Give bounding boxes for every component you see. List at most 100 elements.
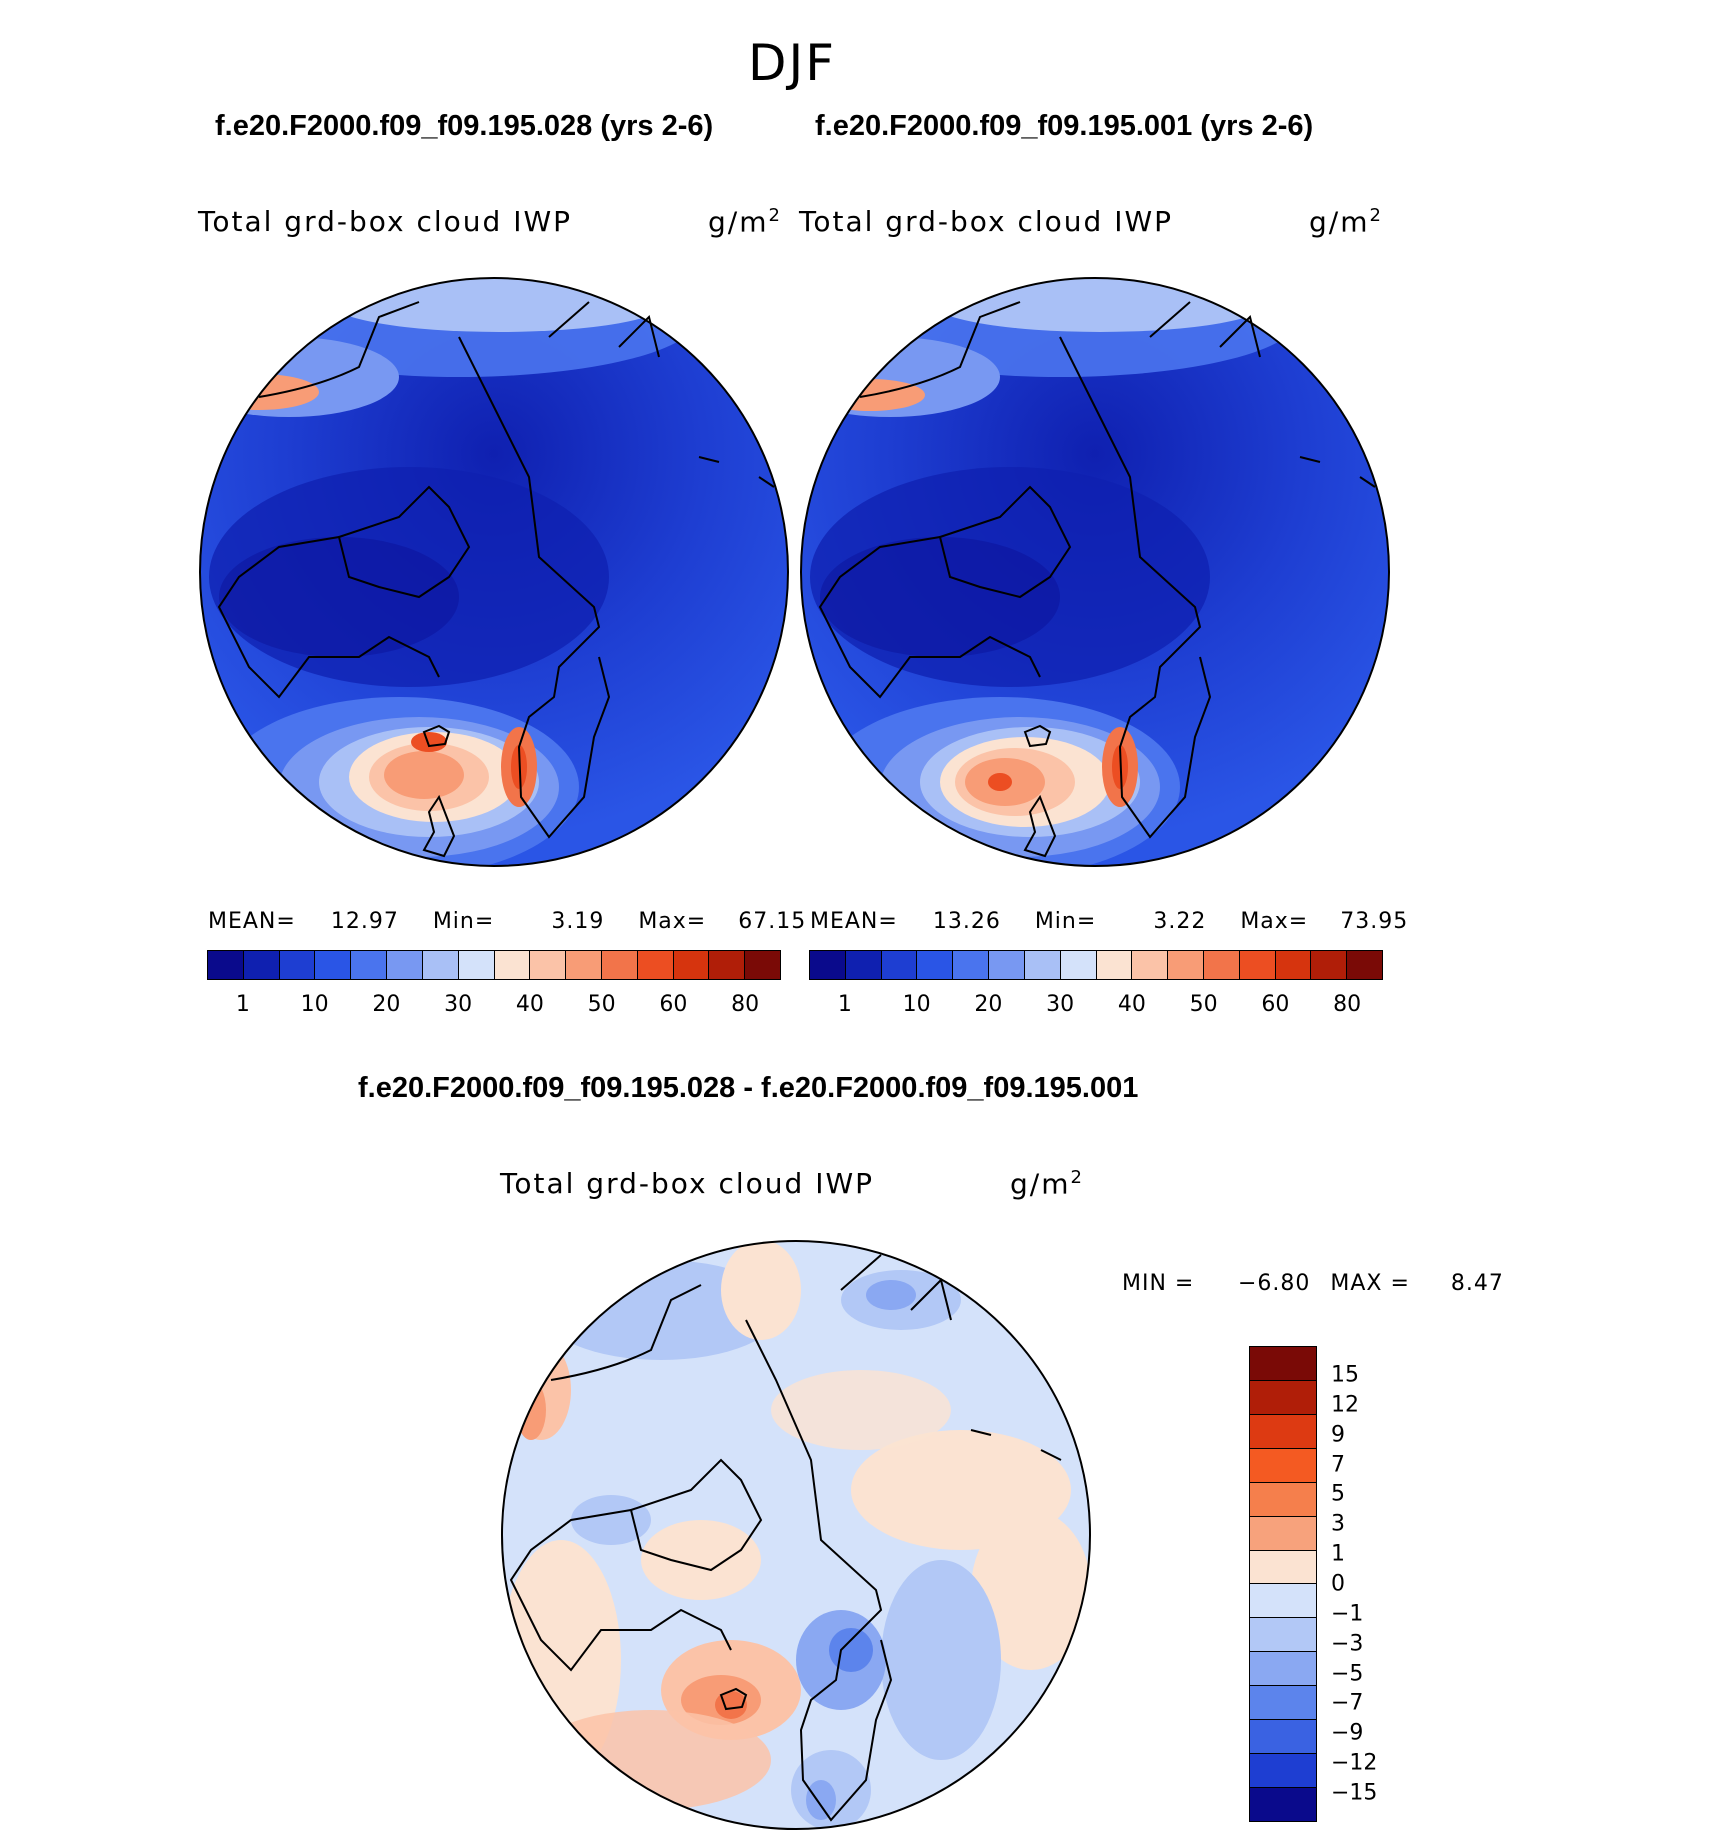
- diff-colorbar-box-1: [1250, 1380, 1316, 1415]
- left-colorbar-box-0: [208, 951, 244, 979]
- right-mean-value: 13.26: [932, 909, 1001, 934]
- left-colorbar-tick-label: 20: [372, 992, 401, 1017]
- right-colorbar-box-1: [845, 951, 882, 979]
- right-colorbar-tick-label: 80: [1333, 992, 1362, 1017]
- left-colorbar-tick-label: 80: [731, 992, 760, 1017]
- diff-colorbar-tick-label: 9: [1331, 1422, 1345, 1448]
- difference-polar-map: [501, 1240, 1091, 1830]
- left-max-label: Max=: [638, 909, 707, 934]
- right-colorbar-box-6: [1024, 951, 1061, 979]
- diff-min-value: −6.80: [1237, 1271, 1311, 1296]
- right-colorbar-box-3: [917, 951, 954, 979]
- diff-max-label: MAX =: [1330, 1271, 1410, 1296]
- left-polar-map: [199, 277, 789, 867]
- difference-title: f.e20.F2000.f09_f09.195.028 - f.e20.F200…: [358, 1072, 1139, 1104]
- diff-colorbar-tick-label: 15: [1331, 1362, 1359, 1388]
- left-stats: MEAN= 12.97 Min= 3.19 Max= 67.15: [208, 909, 806, 934]
- diff-colorbar-box-2: [1250, 1414, 1316, 1449]
- right-max-value: 73.95: [1340, 909, 1409, 934]
- left-colorbar-tick-label: 10: [300, 992, 329, 1017]
- right-colorbar: [809, 950, 1383, 980]
- diff-colorbar-tick-label: −9: [1331, 1720, 1364, 1746]
- right-units-label: g/m2: [1309, 205, 1383, 239]
- diff-colorbar-tick-label: 1: [1331, 1541, 1345, 1567]
- left-colorbar-box-1: [243, 951, 280, 979]
- right-colorbar-tick-label: 1: [837, 992, 852, 1017]
- right-colorbar-box-10: [1168, 951, 1204, 979]
- right-colorbar-box-7: [1060, 951, 1097, 979]
- left-colorbar-box-4: [351, 951, 388, 979]
- right-colorbar-tick-label: 50: [1189, 992, 1218, 1017]
- diff-colorbar-box-3: [1250, 1448, 1316, 1483]
- left-colorbar-box-13: [673, 951, 710, 979]
- right-colorbar-tick-label: 30: [1046, 992, 1075, 1017]
- left-colorbar-box-7: [458, 951, 495, 979]
- season-title: DJF: [747, 34, 836, 92]
- left-variable-label: Total grd-box cloud IWP: [198, 205, 573, 238]
- right-max-label: Max=: [1240, 909, 1309, 934]
- diff-colorbar-tick-label: −1: [1331, 1601, 1364, 1627]
- left-colorbar-box-2: [279, 951, 316, 979]
- right-variable-label: Total grd-box cloud IWP: [799, 205, 1174, 238]
- diff-colorbar-tick-label: 0: [1331, 1571, 1345, 1597]
- right-polar-map: [800, 277, 1390, 867]
- diff-colorbar-box-13: [1250, 1787, 1316, 1821]
- right-colorbar-box-12: [1239, 951, 1276, 979]
- diff-colorbar-tick-label: −15: [1331, 1780, 1378, 1806]
- diff-colorbar-box-10: [1250, 1686, 1316, 1721]
- left-colorbar-box-15: [745, 951, 780, 979]
- diff-colorbar-tick-label: −3: [1331, 1631, 1364, 1657]
- right-colorbar-box-2: [881, 951, 918, 979]
- right-colorbar-tick-label: 20: [974, 992, 1003, 1017]
- right-colorbar-box-15: [1347, 951, 1382, 979]
- diff-colorbar-tick-label: −5: [1331, 1661, 1364, 1687]
- right-colorbar-box-9: [1132, 951, 1169, 979]
- left-colorbar-tick-label: 30: [444, 992, 473, 1017]
- left-colorbar: [207, 950, 781, 980]
- diff-colorbar-box-0: [1250, 1347, 1316, 1381]
- left-units-label: g/m2: [708, 205, 782, 239]
- diff-colorbar-tick-label: −7: [1331, 1690, 1364, 1716]
- right-colorbar-box-13: [1275, 951, 1312, 979]
- left-colorbar-box-11: [601, 951, 638, 979]
- diff-colorbar-box-5: [1250, 1516, 1316, 1551]
- right-colorbar-tick-label: 10: [902, 992, 931, 1017]
- right-colorbar-tick-label: 40: [1117, 992, 1146, 1017]
- right-colorbar-box-14: [1311, 951, 1348, 979]
- left-mean-label: MEAN=: [208, 909, 296, 934]
- left-case-title: f.e20.F2000.f09_f09.195.028 (yrs 2-6): [215, 110, 714, 142]
- left-colorbar-tick-label: 1: [235, 992, 250, 1017]
- left-colorbar-box-5: [387, 951, 423, 979]
- left-colorbar-box-12: [637, 951, 674, 979]
- diff-colorbar-box-12: [1250, 1754, 1316, 1788]
- right-case-title: f.e20.F2000.f09_f09.195.001 (yrs 2-6): [815, 110, 1314, 142]
- left-colorbar-box-6: [422, 951, 459, 979]
- right-colorbar-box-11: [1203, 951, 1240, 979]
- left-mean-value: 12.97: [330, 909, 399, 934]
- left-colorbar-box-10: [566, 951, 602, 979]
- diff-colorbar-box-8: [1250, 1618, 1316, 1653]
- right-mean-label: MEAN=: [810, 909, 898, 934]
- left-colorbar-tick-label: 60: [659, 992, 688, 1017]
- left-min-label: Min=: [432, 909, 495, 934]
- diff-colorbar-box-6: [1250, 1550, 1316, 1585]
- right-min-label: Min=: [1034, 909, 1097, 934]
- diff-colorbar-tick-label: 5: [1331, 1481, 1345, 1507]
- diff-min-label: MIN =: [1122, 1271, 1195, 1296]
- right-stats: MEAN= 13.26 Min= 3.22 Max= 73.95: [810, 909, 1408, 934]
- diff-variable-label: Total grd-box cloud IWP: [500, 1167, 875, 1200]
- diff-colorbar-box-4: [1250, 1482, 1316, 1517]
- left-min-value: 3.19: [551, 909, 605, 934]
- right-colorbar-tick-label: 60: [1261, 992, 1290, 1017]
- right-colorbar-box-8: [1096, 951, 1133, 979]
- right-colorbar-box-0: [810, 951, 846, 979]
- left-colorbar-tick-label: 50: [587, 992, 616, 1017]
- diff-colorbar-tick-label: 3: [1331, 1511, 1345, 1537]
- diff-colorbar-tick-label: 7: [1331, 1452, 1345, 1477]
- left-colorbar-box-9: [530, 951, 567, 979]
- left-colorbar-box-8: [494, 951, 531, 979]
- left-max-value: 67.15: [738, 909, 807, 934]
- right-colorbar-box-4: [953, 951, 990, 979]
- left-colorbar-tick-label: 40: [515, 992, 544, 1017]
- diff-colorbar-box-9: [1250, 1652, 1316, 1687]
